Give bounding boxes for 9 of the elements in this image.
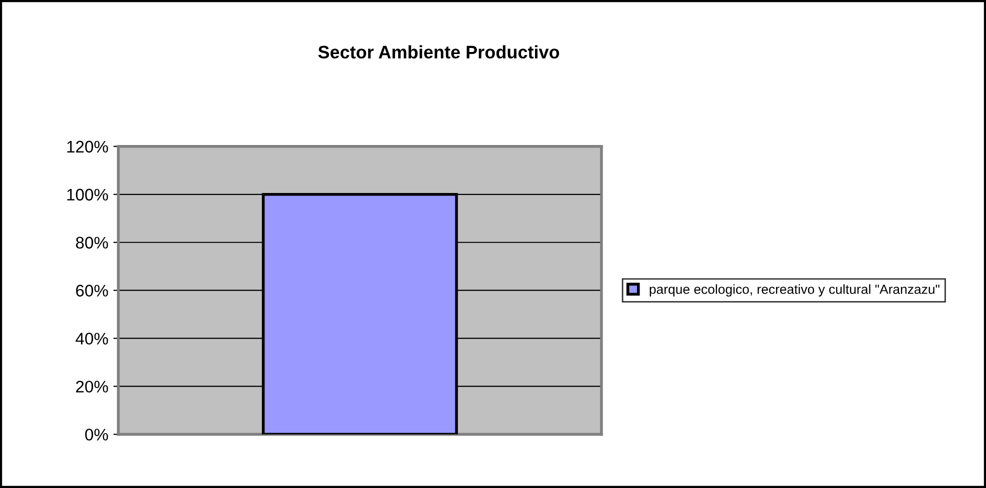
legend-label: parque ecologico, recreativo y cultural "Aranzazu" — [650, 284, 940, 297]
y-tick-label: 0% — [85, 428, 108, 441]
chart-title: Sector Ambiente Productivo — [318, 45, 560, 59]
y-tick-label: 120% — [67, 140, 108, 153]
y-tick-label: 40% — [76, 332, 108, 345]
y-tick-label: 20% — [76, 380, 108, 393]
y-tick-label: 80% — [76, 236, 108, 249]
y-tick-label: 100% — [67, 188, 108, 201]
y-tick-label: 60% — [76, 284, 108, 297]
